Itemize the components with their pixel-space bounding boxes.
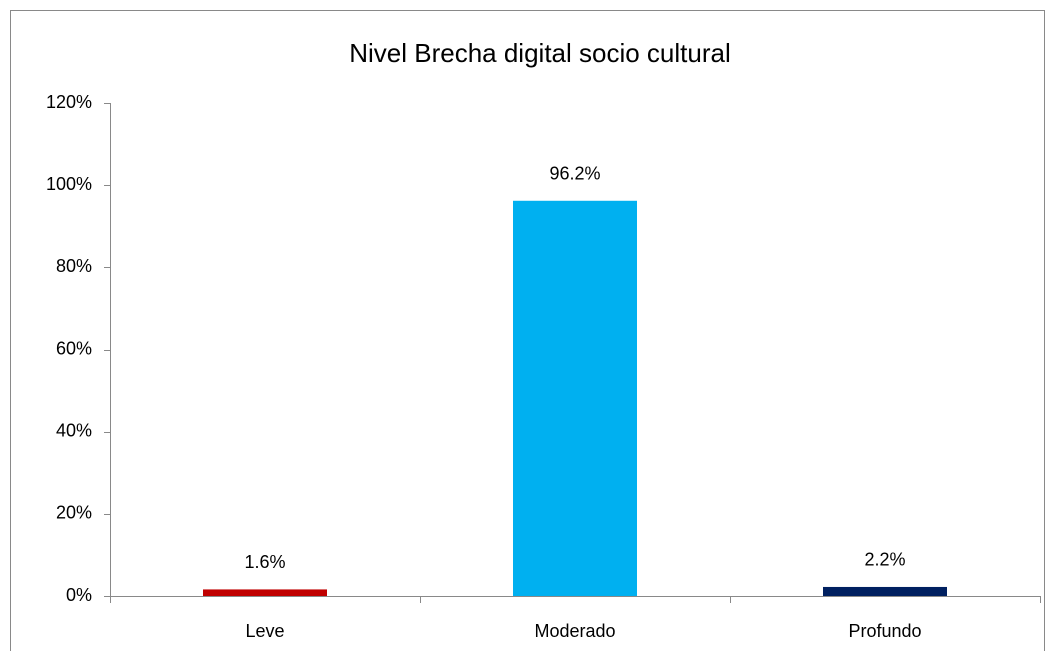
y-tick-label: 0% xyxy=(66,585,92,605)
bar xyxy=(823,586,947,596)
y-tick-label: 100% xyxy=(46,174,92,194)
x-tick-label: Leve xyxy=(245,621,284,641)
data-label: 96.2% xyxy=(549,164,600,184)
bar xyxy=(513,200,637,597)
y-tick-label: 120% xyxy=(46,92,92,112)
y-tick-label: 60% xyxy=(56,338,92,358)
data-label: 2.2% xyxy=(864,550,905,570)
y-tick-label: 20% xyxy=(56,503,92,523)
bar xyxy=(203,589,327,596)
x-tick-label: Profundo xyxy=(848,621,921,641)
data-label: 1.6% xyxy=(244,552,285,572)
y-tick-label: 80% xyxy=(56,256,92,276)
chart-title: Nivel Brecha digital socio cultural xyxy=(349,38,731,68)
x-tick-label: Moderado xyxy=(534,621,615,641)
y-tick-label: 40% xyxy=(56,420,92,440)
